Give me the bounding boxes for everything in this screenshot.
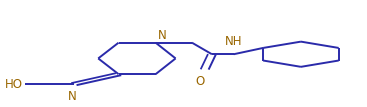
Text: O: O — [196, 75, 205, 88]
Text: NH: NH — [225, 35, 243, 48]
Text: N: N — [158, 29, 167, 42]
Text: N: N — [68, 90, 76, 103]
Text: HO: HO — [5, 78, 23, 91]
